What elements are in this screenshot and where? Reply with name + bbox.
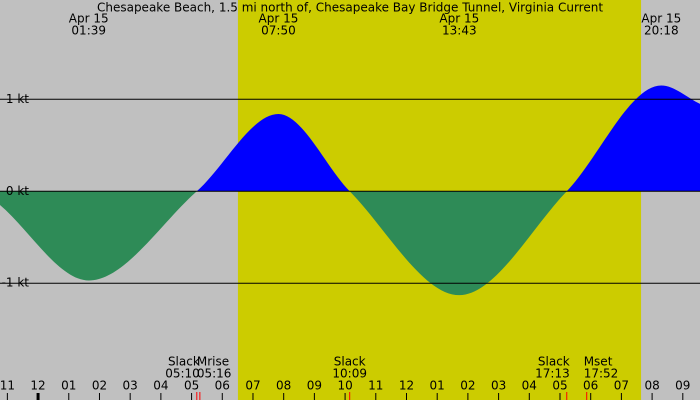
x-tick-label: 07	[245, 379, 260, 393]
event-name: Slack	[538, 355, 570, 369]
y-tick-label: 1 kt	[6, 92, 29, 106]
chart-title: Chesapeake Beach, 1.5 mi north of, Chesa…	[97, 1, 603, 15]
x-tick-label: 11	[368, 379, 383, 393]
event-name: Slack	[334, 355, 366, 369]
y-tick-label: 0 kt	[6, 184, 29, 198]
x-tick-label: 05	[552, 379, 567, 393]
event-name: Slack	[168, 355, 200, 369]
event-time: 05:16	[197, 367, 232, 381]
x-tick-label: 06	[215, 379, 230, 393]
extreme-date: Apr 15	[259, 12, 299, 26]
ebb-area	[0, 191, 567, 296]
x-tick-label: 12	[30, 379, 45, 393]
x-tick-label: 04	[522, 379, 537, 393]
event-time: 05:10	[165, 367, 200, 381]
x-tick-label: 10	[337, 379, 352, 393]
x-tick-label: 08	[276, 379, 291, 393]
extreme-time: 01:39	[71, 24, 106, 38]
x-tick-label: 09	[307, 379, 322, 393]
event-name: Mrise	[197, 355, 229, 369]
x-tick-label: 12	[399, 379, 414, 393]
x-tick-label: 02	[92, 379, 107, 393]
extreme-date: Apr 15	[641, 12, 681, 26]
x-tick-label: 01	[430, 379, 445, 393]
x-tick-label: 01	[61, 379, 76, 393]
x-tick-label: 03	[123, 379, 138, 393]
x-tick-label: 02	[460, 379, 475, 393]
x-tick-label: 05	[184, 379, 199, 393]
flood-area	[0, 85, 700, 192]
extreme-date: Apr 15	[69, 12, 109, 26]
event-time: 17:13	[535, 367, 570, 381]
x-tick-label: 06	[583, 379, 598, 393]
x-tick-label: 08	[644, 379, 659, 393]
extreme-time: 13:43	[442, 24, 477, 38]
x-tick-label: 04	[153, 379, 168, 393]
extreme-date: Apr 15	[439, 12, 479, 26]
x-tick-label: 03	[491, 379, 506, 393]
y-tick-label: -1 kt	[2, 276, 30, 290]
x-tick-label: 11	[0, 379, 15, 393]
event-name: Mset	[584, 355, 613, 369]
x-tick-label: 07	[614, 379, 629, 393]
extreme-time: 07:50	[261, 24, 296, 38]
x-tick-label: 09	[675, 379, 690, 393]
extreme-time: 20:18	[644, 24, 679, 38]
event-time: 10:09	[332, 367, 367, 381]
event-time: 17:52	[584, 367, 619, 381]
